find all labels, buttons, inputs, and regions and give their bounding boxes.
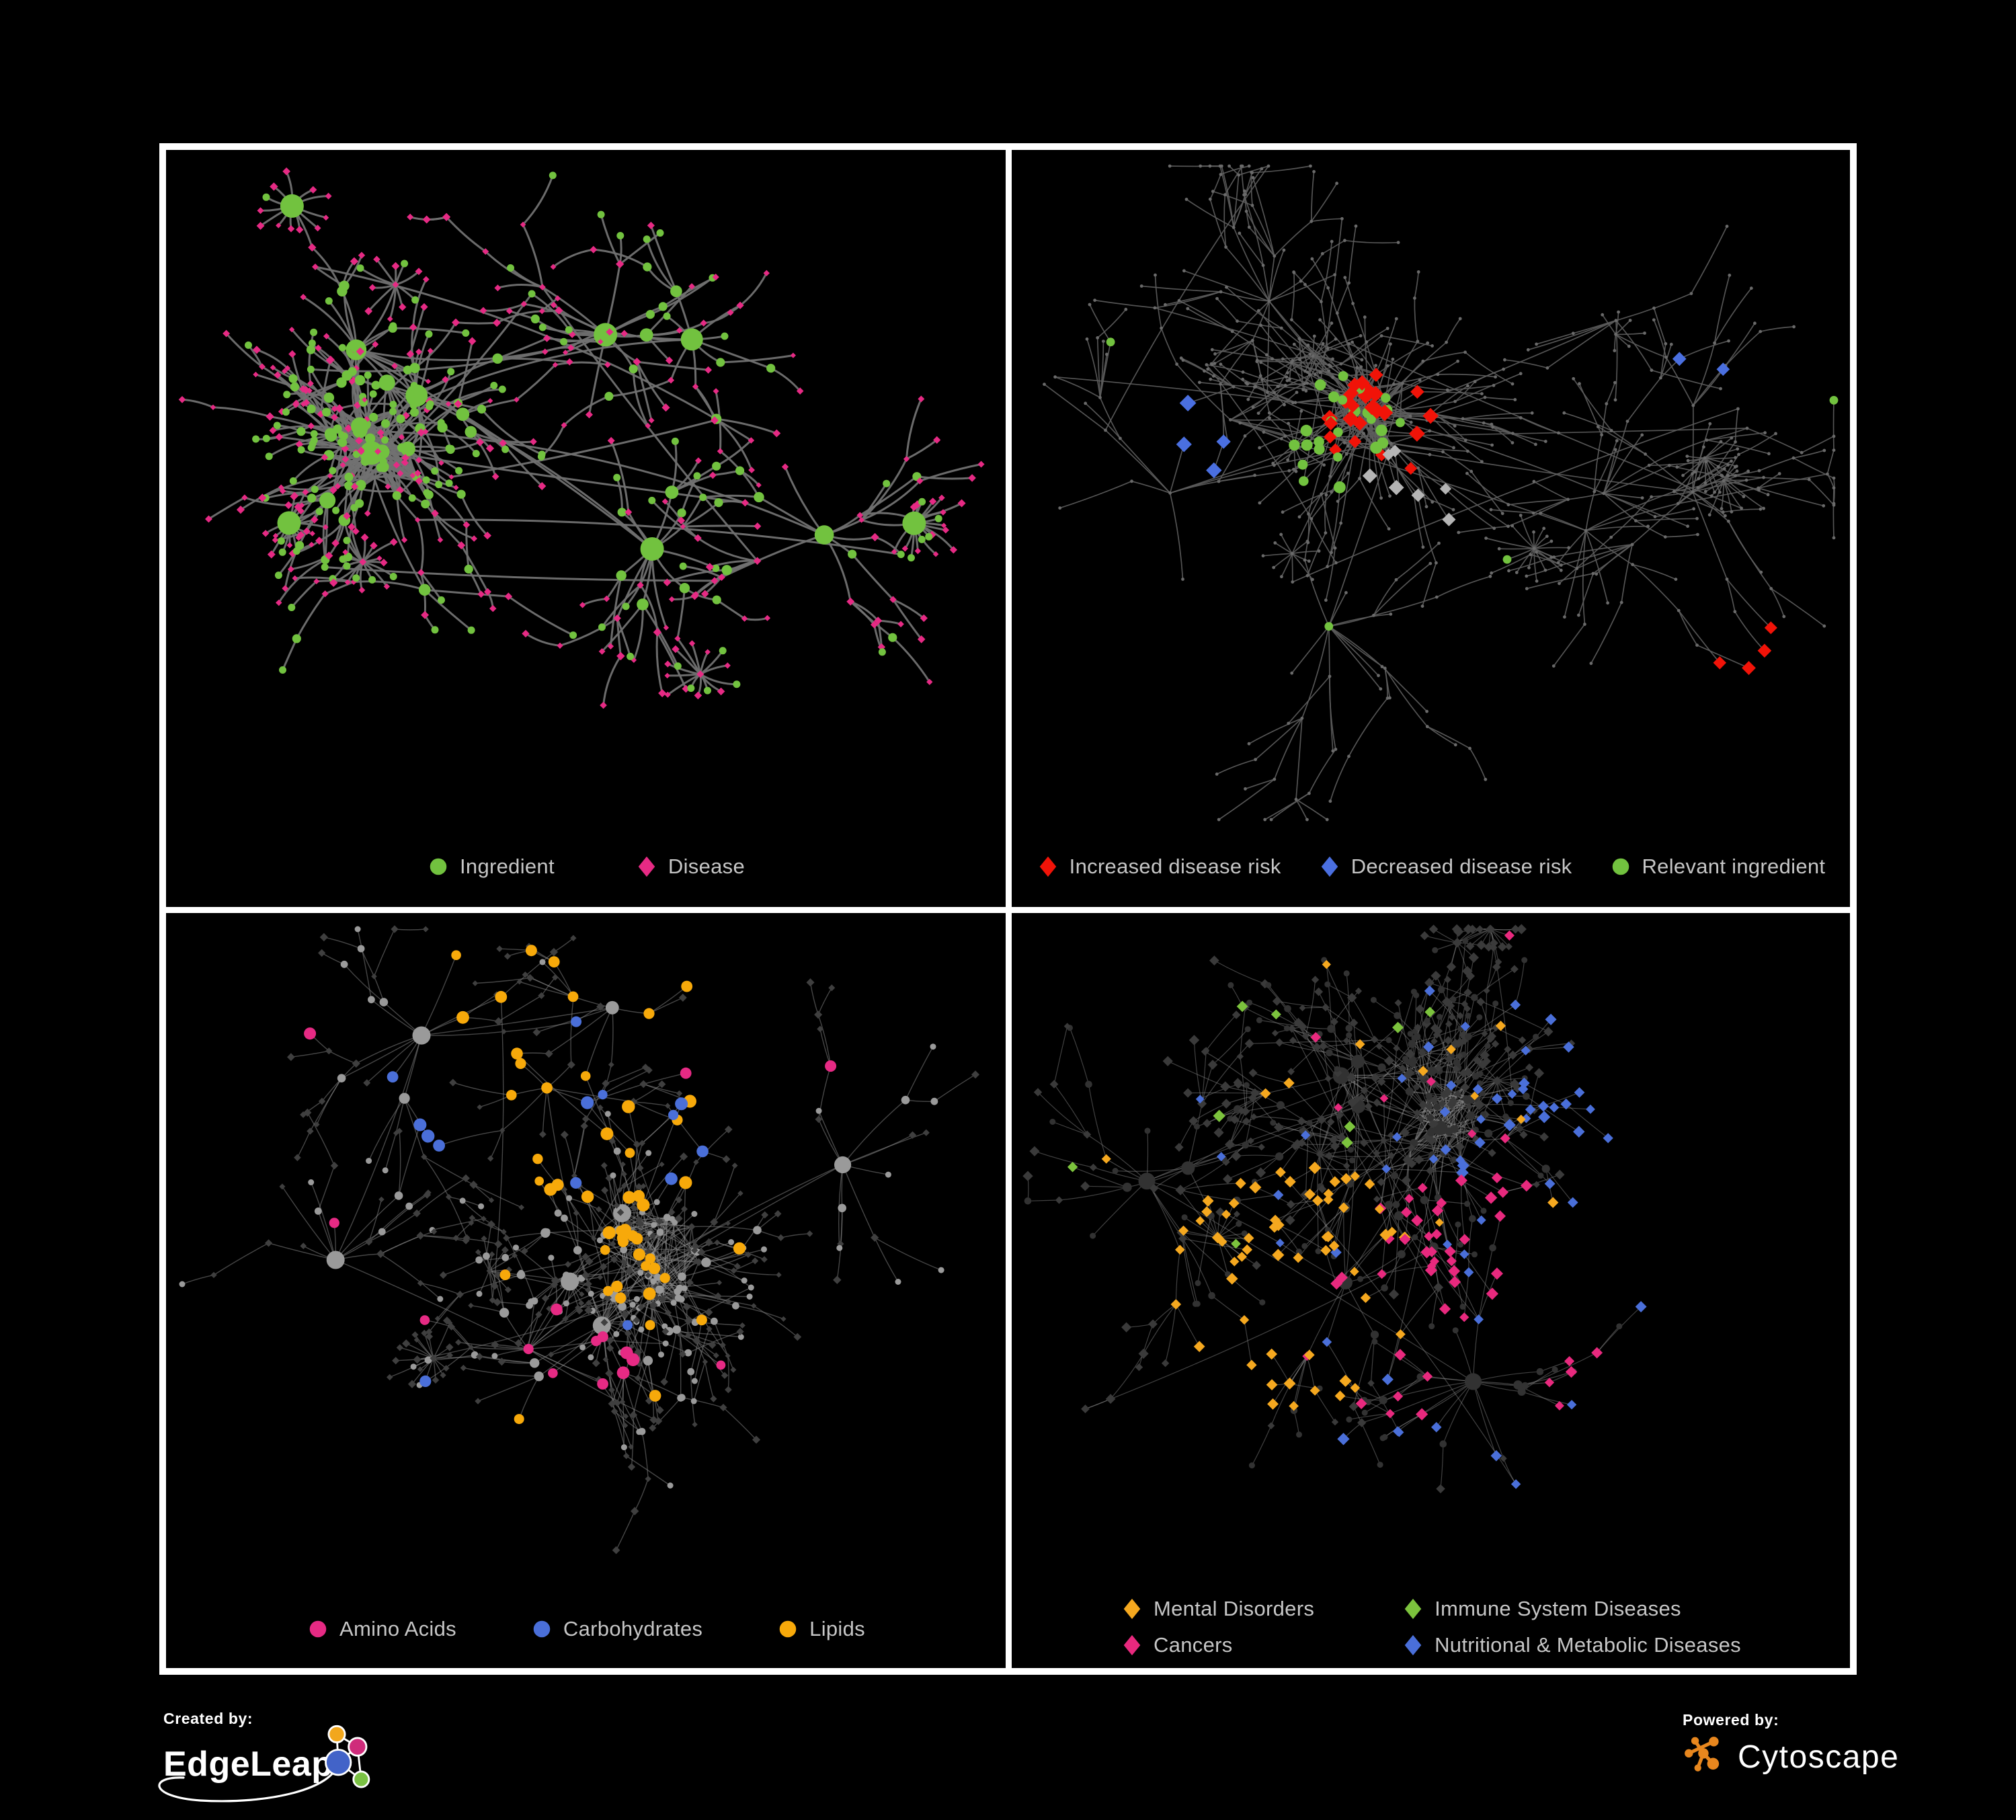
legend-item: Carbohydrates <box>530 1617 702 1641</box>
legend-item: Disease <box>635 855 745 879</box>
legend-label: Increased disease risk <box>1069 855 1281 878</box>
legend-item: Relevant ingredient <box>1609 855 1826 879</box>
created-by-label: Created by: <box>163 1710 253 1727</box>
panel-ingredient-classes: Amino Acids Carbohydrates Lipids <box>166 913 1006 1668</box>
legend-label: Cancers <box>1154 1633 1233 1657</box>
legend-disease-categories: Mental Disorders Cancers Immune System Dis… <box>1012 1597 1850 1657</box>
diamond-marker-icon <box>1039 856 1056 877</box>
legend-item: Ingredient <box>427 855 555 879</box>
edgeleap-wordmark: EdgeLeap <box>163 1745 333 1784</box>
legend-item: Amino Acids <box>307 1617 456 1641</box>
created-by-credit: Created by: EdgeLeap <box>158 1710 540 1817</box>
legend-label: Ingredient <box>460 855 555 878</box>
diamond-marker-icon <box>638 856 655 877</box>
panel-ingredients-diseases: Ingredient Disease <box>166 150 1006 907</box>
circle-marker-icon <box>309 1620 327 1638</box>
diamond-marker-icon <box>1404 1634 1422 1656</box>
diamond-marker-icon <box>1321 856 1338 877</box>
legend-label: Relevant ingredient <box>1642 855 1826 878</box>
cytoscape-network-icon <box>1685 1737 1720 1772</box>
diamond-marker-icon <box>1123 1598 1141 1620</box>
legend-item: Decreased disease risk <box>1318 855 1572 879</box>
legend-label: Nutritional & Metabolic Diseases <box>1435 1633 1741 1657</box>
panel-disease-categories: Mental Disorders Cancers Immune System Dis… <box>1012 913 1850 1668</box>
legend-item: Immune System Diseases <box>1402 1597 1741 1621</box>
diamond-marker-icon <box>1123 1634 1141 1656</box>
legend-item: Nutritional & Metabolic Diseases <box>1402 1633 1741 1657</box>
powered-by-credit: Powered by: Cytoscape <box>1683 1711 1999 1812</box>
diamond-marker-icon <box>1404 1598 1422 1620</box>
edgeleap-swoosh-icon <box>158 1762 339 1803</box>
panel-grid: Ingredient Disease Increased disease risk… <box>159 143 1857 1675</box>
edgeleap-network-icon <box>325 1725 370 1788</box>
legend-item: Lipids <box>776 1617 865 1641</box>
legend-label: Immune System Diseases <box>1435 1597 1681 1620</box>
legend-disease-risk: Increased disease risk Decreased disease … <box>1012 855 1850 879</box>
cytoscape-wordmark: Cytoscape <box>1738 1739 1900 1775</box>
legend-label: Decreased disease risk <box>1350 855 1572 878</box>
disease-risk-network <box>1043 164 1839 822</box>
cytoscape-brand: Cytoscape <box>1683 1732 1999 1803</box>
legend-label: Lipids <box>809 1617 865 1640</box>
disease-categories-network <box>1022 924 1647 1494</box>
circle-marker-icon <box>1612 858 1629 875</box>
legend-ingredients-diseases: Ingredient Disease <box>166 855 1006 879</box>
panel-disease-risk: Increased disease risk Decreased disease … <box>1012 150 1850 907</box>
ingredient-classes-network <box>179 925 979 1554</box>
legend-item: Mental Disorders <box>1121 1597 1314 1621</box>
edgeleap-brand: EdgeLeap <box>158 1725 540 1804</box>
legend-label: Amino Acids <box>339 1617 456 1640</box>
circle-marker-icon <box>779 1620 797 1638</box>
legend-label: Mental Disorders <box>1154 1597 1315 1620</box>
panel-divider-horizontal <box>166 907 1850 913</box>
ingredients-diseases-network <box>178 167 985 709</box>
circle-marker-icon <box>430 858 447 875</box>
powered-by-label: Powered by: <box>1683 1711 1779 1729</box>
legend-item: Increased disease risk <box>1037 855 1281 879</box>
legend-label: Carbohydrates <box>563 1617 703 1640</box>
legend-item: Cancers <box>1121 1633 1314 1657</box>
circle-marker-icon <box>533 1620 551 1638</box>
legend-ingredient-classes: Amino Acids Carbohydrates Lipids <box>166 1617 1006 1641</box>
legend-label: Disease <box>668 855 745 878</box>
